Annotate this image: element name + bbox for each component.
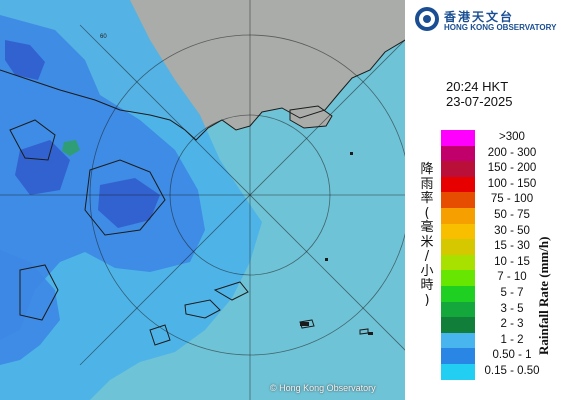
legend-label: 1 - 2 <box>500 333 524 346</box>
legend-title-chinese-char: 毫 <box>420 220 434 235</box>
rain-area-embedded <box>62 140 80 156</box>
legend-label: 0.50 - 1 <box>492 349 532 362</box>
legend-label: 2 - 3 <box>500 318 524 331</box>
legend-title-chinese: 降雨率(毫米 / 小時) <box>418 162 436 308</box>
legend-swatch <box>441 363 475 380</box>
rain-area-heavy <box>15 140 70 195</box>
coastlines <box>0 39 405 346</box>
legend-label: 10 - 15 <box>494 255 530 268</box>
legend-label: 3 - 5 <box>500 302 524 315</box>
legend-swatch <box>441 145 475 162</box>
legend-title-chinese-char: 率 <box>420 191 434 206</box>
timestamp: 20:24 HKT 23-07-2025 <box>446 79 513 109</box>
legend-label: 30 - 50 <box>494 224 530 237</box>
legend-title-chinese-char: 小 <box>420 263 434 279</box>
legend-swatch <box>441 285 475 302</box>
legend-swatch <box>441 176 475 193</box>
hko-logo: 香港天文台 HONG KONG OBSERVATORY <box>415 7 575 37</box>
legend-swatch <box>441 130 475 146</box>
legend-label: 15 - 30 <box>494 240 530 253</box>
rain-area-heavy <box>98 178 160 228</box>
range-ring-label: 60 <box>100 34 107 40</box>
legend-swatches <box>441 130 475 380</box>
legend-label: 7 - 10 <box>497 271 527 284</box>
rain-area-moderate <box>0 15 205 340</box>
legend-swatch <box>441 348 475 364</box>
logo-name-english: HONG KONG OBSERVATORY <box>444 23 557 32</box>
legend-swatch <box>441 270 475 286</box>
observatory-logo-icon <box>415 7 439 31</box>
legend-title-chinese-char: 米 <box>420 234 434 250</box>
legend-labels: >300 200 - 300 150 - 200 100 - 150 75 - 100 5… <box>477 130 547 380</box>
legend-title-chinese-char: 降 <box>420 162 434 177</box>
legend-title-chinese-char: ) <box>424 292 430 308</box>
legend-title-chinese-char: 雨 <box>420 176 434 192</box>
legend-label: 75 - 100 <box>490 193 534 206</box>
legend-swatch <box>441 301 475 318</box>
rain-area-heavy <box>5 40 45 80</box>
legend-title-chinese-char: ( <box>424 205 430 221</box>
legend-label: 0.15 - 0.50 <box>484 364 540 377</box>
radar-map: 60 © Hong Kong Observatory <box>0 0 405 400</box>
legend-label: 5 - 7 <box>500 286 524 299</box>
timestamp-date: 23-07-2025 <box>446 94 513 109</box>
copyright-text: © Hong Kong Observatory <box>270 383 376 393</box>
outlying-islands <box>300 152 373 335</box>
rain-area-moderate <box>0 250 60 365</box>
legend-title-chinese-char: 時 <box>420 278 434 293</box>
timestamp-time: 20:24 HKT <box>446 79 509 94</box>
legend-label: >300 <box>499 131 525 143</box>
rainfall-legend: >300 200 - 300 150 - 200 100 - 150 75 - 100 5… <box>441 130 571 380</box>
legend-swatch <box>441 192 475 208</box>
range-rings <box>0 0 405 400</box>
legend-swatch <box>441 223 475 240</box>
legend-swatch <box>441 161 475 177</box>
legend-label: 100 - 150 <box>487 177 537 190</box>
legend-swatch <box>441 254 475 271</box>
legend-swatch <box>441 332 475 349</box>
legend-label: 50 - 75 <box>494 208 530 221</box>
legend-swatch <box>441 317 475 333</box>
legend-swatch <box>441 239 475 255</box>
legend-swatch <box>441 207 475 224</box>
legend-label: 200 - 300 <box>487 146 537 159</box>
logo-name-chinese: 香港天文台 <box>444 10 515 24</box>
legend-label: 150 - 200 <box>487 162 537 175</box>
radar-map-canvas: 60 <box>0 0 405 400</box>
legend-title-chinese-char: / <box>424 249 430 264</box>
legend-title-english: Rainfall Rate (mm/h) <box>536 236 551 355</box>
